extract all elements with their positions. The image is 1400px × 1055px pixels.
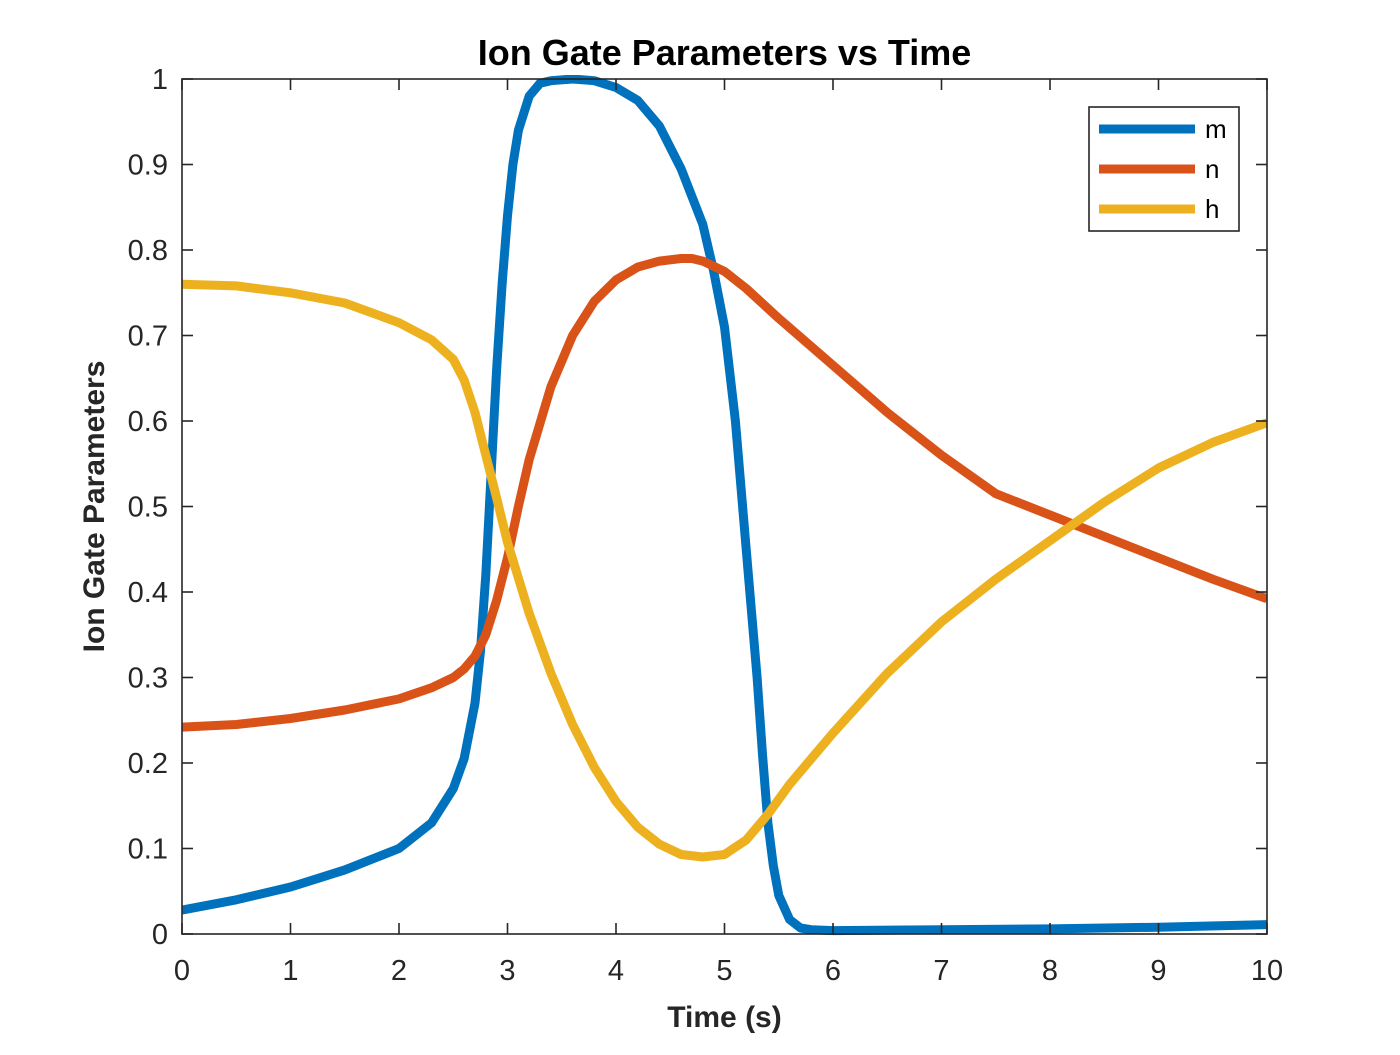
x-tick-label: 7 bbox=[933, 955, 949, 987]
x-tick-label: 3 bbox=[499, 955, 515, 987]
ticks-layer: 0 1 2 3 4 5 6 7 8 9 10 0 0.1 0.2 0.3 0.4 0.5 0.6 0.7 0.8 0.9… bbox=[128, 64, 1283, 987]
legend-label-h: h bbox=[1205, 194, 1219, 224]
series-line-m bbox=[182, 75, 1267, 936]
x-tick-label: 1 bbox=[282, 955, 298, 987]
legend-label-n: n bbox=[1205, 154, 1219, 184]
y-tick-label: 1 bbox=[152, 64, 168, 96]
x-tick-label: 2 bbox=[391, 955, 407, 987]
chart-title: Ion Gate Parameters vs Time bbox=[478, 32, 972, 73]
y-tick-label: 0.1 bbox=[128, 834, 168, 866]
legend: mnh bbox=[1088, 106, 1240, 232]
y-tick-label: 0.5 bbox=[128, 492, 168, 524]
y-tick-label: 0 bbox=[152, 919, 168, 951]
x-tick-label: 5 bbox=[716, 955, 732, 987]
series-line-n bbox=[182, 254, 1267, 732]
x-axis-title: Time (s) bbox=[667, 1001, 781, 1034]
series-line-h bbox=[182, 279, 1267, 862]
y-tick-label: 0.3 bbox=[128, 663, 168, 695]
x-tick-label: 10 bbox=[1251, 955, 1283, 987]
y-tick-label: 0.7 bbox=[128, 321, 168, 353]
x-tick-label: 6 bbox=[825, 955, 841, 987]
legend-label-m: m bbox=[1205, 114, 1227, 144]
x-tick-label: 8 bbox=[1042, 955, 1058, 987]
y-tick-label: 0.2 bbox=[128, 748, 168, 780]
x-tick-label: 9 bbox=[1150, 955, 1166, 987]
plot-area bbox=[182, 79, 1267, 934]
y-tick-label: 0.4 bbox=[128, 577, 168, 609]
y-tick-label: 0.6 bbox=[128, 406, 168, 438]
y-axis-title: Ion Gate Parameters bbox=[78, 361, 111, 653]
y-tick-label: 0.8 bbox=[128, 235, 168, 267]
y-tick-label: 0.9 bbox=[128, 150, 168, 182]
x-tick-label: 4 bbox=[608, 955, 624, 987]
series-layer bbox=[182, 75, 1267, 936]
x-tick-label: 0 bbox=[174, 955, 190, 987]
